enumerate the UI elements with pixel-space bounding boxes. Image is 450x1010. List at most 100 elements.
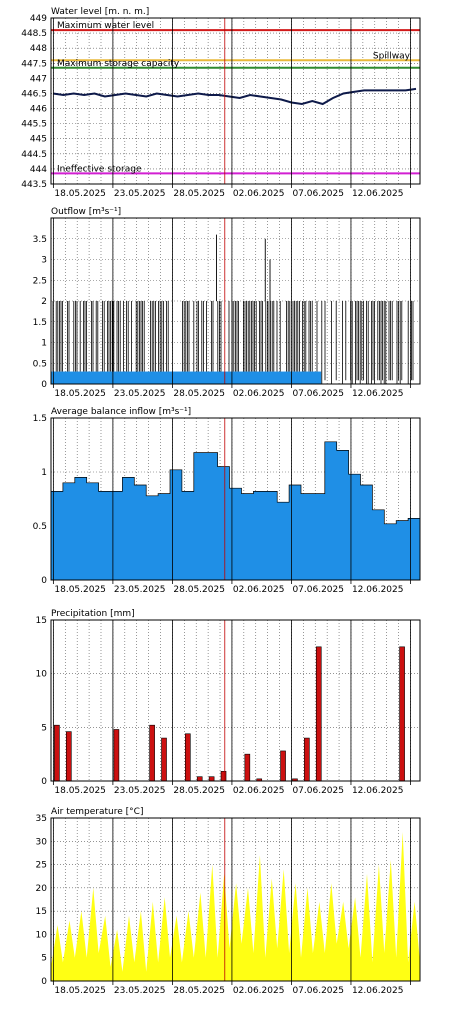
- x-tick-label: 07.06.2025: [292, 389, 344, 399]
- precip-bar: [113, 729, 120, 782]
- precip-bar: [65, 731, 72, 782]
- y-tick-label: 0: [41, 380, 47, 390]
- plot-border: [50, 817, 421, 982]
- x-tick-label: 18.05.2025: [54, 786, 106, 796]
- plot-area: [51, 620, 420, 781]
- x-tick-label: 12.06.2025: [352, 189, 404, 199]
- y-tick-label: 0.5: [33, 359, 47, 369]
- reference-label: Maximum storage capacity: [57, 59, 180, 69]
- y-tick-label: 443.5: [21, 180, 47, 190]
- y-tick-label: 15: [36, 616, 47, 626]
- x-tick-label: 12.06.2025: [352, 585, 404, 595]
- y-tick-label: 2.5: [33, 276, 47, 286]
- precip-bar: [208, 776, 215, 782]
- plot-border: [50, 417, 421, 581]
- y-tick-label: 1.5: [33, 414, 47, 424]
- y-tick-label: 0: [41, 977, 47, 987]
- y-tick-label: 0: [41, 777, 47, 787]
- y-tick-label: 446.5: [21, 89, 47, 99]
- y-tick-label: 3.5: [33, 235, 47, 245]
- precip-bar: [244, 753, 251, 782]
- y-tick-label: 445.5: [21, 120, 47, 130]
- precip-bar: [54, 724, 60, 782]
- plot-border: [50, 619, 421, 782]
- y-tick-label: 5: [41, 954, 47, 964]
- x-tick-label: 02.06.2025: [233, 585, 285, 595]
- x-tick-label: 28.05.2025: [173, 389, 225, 399]
- chart-panel-1: 449 448.5 448 447.5 447 446.5 446 445.5 445 444.5…: [21, 7, 421, 199]
- y-tick-label: 1.5: [33, 318, 47, 328]
- x-tick-label: 02.06.2025: [233, 189, 285, 199]
- y-tick-label: 447.5: [21, 59, 47, 69]
- x-tick-label: 07.06.2025: [292, 986, 344, 996]
- reference-label: Spillway: [373, 51, 411, 61]
- y-tick-label: 10: [36, 670, 48, 680]
- x-tick-label: 02.06.2025: [233, 389, 285, 399]
- chart-title: Precipitation [mm]: [51, 609, 135, 619]
- temperature-area: [51, 832, 420, 981]
- x-tick-label: 28.05.2025: [173, 585, 225, 595]
- x-tick-label: 18.05.2025: [54, 389, 106, 399]
- chart-panel-5: 0 5 10 15 20 25 30 35 Air temperature [°C] 18.05.…: [36, 807, 421, 996]
- precip-bar: [196, 776, 203, 782]
- plot-area: [51, 18, 420, 184]
- y-tick-label: 0: [41, 576, 47, 586]
- chart-title: Water level [m. n. m.]: [51, 7, 149, 17]
- x-tick-label: 28.05.2025: [173, 189, 225, 199]
- x-tick-label: 07.06.2025: [292, 189, 344, 199]
- precip-bar: [280, 750, 286, 782]
- chart-panel-3: 0 0.5 1 1.5 Average balance inflow [m³s⁻¹] 18…: [33, 407, 421, 595]
- y-tick-label: 0.5: [33, 522, 47, 532]
- outflow-base-bar: [51, 371, 322, 384]
- x-tick-label: 23.05.2025: [114, 986, 166, 996]
- x-tick-label: 02.06.2025: [233, 986, 285, 996]
- y-tick-label: 447: [30, 74, 47, 84]
- x-tick-label: 23.05.2025: [114, 585, 166, 595]
- y-tick-label: 448: [30, 44, 47, 54]
- y-tick-label: 30: [36, 837, 48, 847]
- x-tick-label: 23.05.2025: [114, 189, 166, 199]
- y-tick-label: 15: [36, 907, 47, 917]
- y-tick-label: 449: [30, 14, 47, 24]
- chart-title: Outflow [m³s⁻¹]: [51, 207, 121, 217]
- plot-border: [50, 217, 421, 385]
- x-tick-label: 18.05.2025: [54, 585, 106, 595]
- x-tick-label: 28.05.2025: [173, 786, 225, 796]
- chart-panel-4: 0 5 10 15 Precipitation [mm] 18.05.2025 23.05.…: [36, 609, 421, 796]
- water-level-line: [52, 87, 417, 106]
- precip-bar: [220, 771, 227, 782]
- precip-bar: [149, 724, 155, 782]
- inflow-area: [50, 441, 421, 581]
- precip-bar: [161, 737, 167, 782]
- x-tick-label: 18.05.2025: [54, 986, 106, 996]
- y-tick-label: 444: [30, 165, 47, 175]
- y-tick-label: 446: [30, 105, 47, 115]
- x-tick-label: 28.05.2025: [173, 986, 225, 996]
- x-tick-label: 18.05.2025: [54, 189, 106, 199]
- x-tick-label: 07.06.2025: [292, 786, 344, 796]
- reference-label: Ineffective storage: [57, 164, 142, 174]
- y-tick-label: 5: [41, 723, 47, 733]
- y-tick-label: 20: [36, 884, 48, 894]
- x-tick-label: 12.06.2025: [352, 389, 404, 399]
- y-tick-label: 35: [36, 814, 47, 824]
- precip-bar: [185, 733, 191, 782]
- chart-title: Air temperature [°C]: [51, 807, 143, 817]
- x-tick-label: 02.06.2025: [233, 786, 285, 796]
- y-tick-label: 444.5: [21, 150, 47, 160]
- y-tick-label: 445: [30, 135, 47, 145]
- y-tick-label: 448.5: [21, 29, 47, 39]
- y-tick-label: 25: [36, 861, 47, 871]
- precip-bar: [399, 646, 405, 782]
- x-tick-label: 23.05.2025: [114, 786, 166, 796]
- reference-label: Maximum water level: [57, 21, 154, 31]
- chart-panel-2: 0 0.5 1 1.5 2 2.5 3 3.5 Outflow [m³s⁻¹] 18.05.202…: [33, 207, 421, 399]
- plot-border: [50, 17, 421, 185]
- y-tick-label: 2: [41, 297, 47, 307]
- x-tick-label: 07.06.2025: [292, 585, 344, 595]
- precip-bar: [304, 737, 310, 782]
- y-tick-label: 1: [41, 468, 47, 478]
- precip-bar: [315, 646, 322, 782]
